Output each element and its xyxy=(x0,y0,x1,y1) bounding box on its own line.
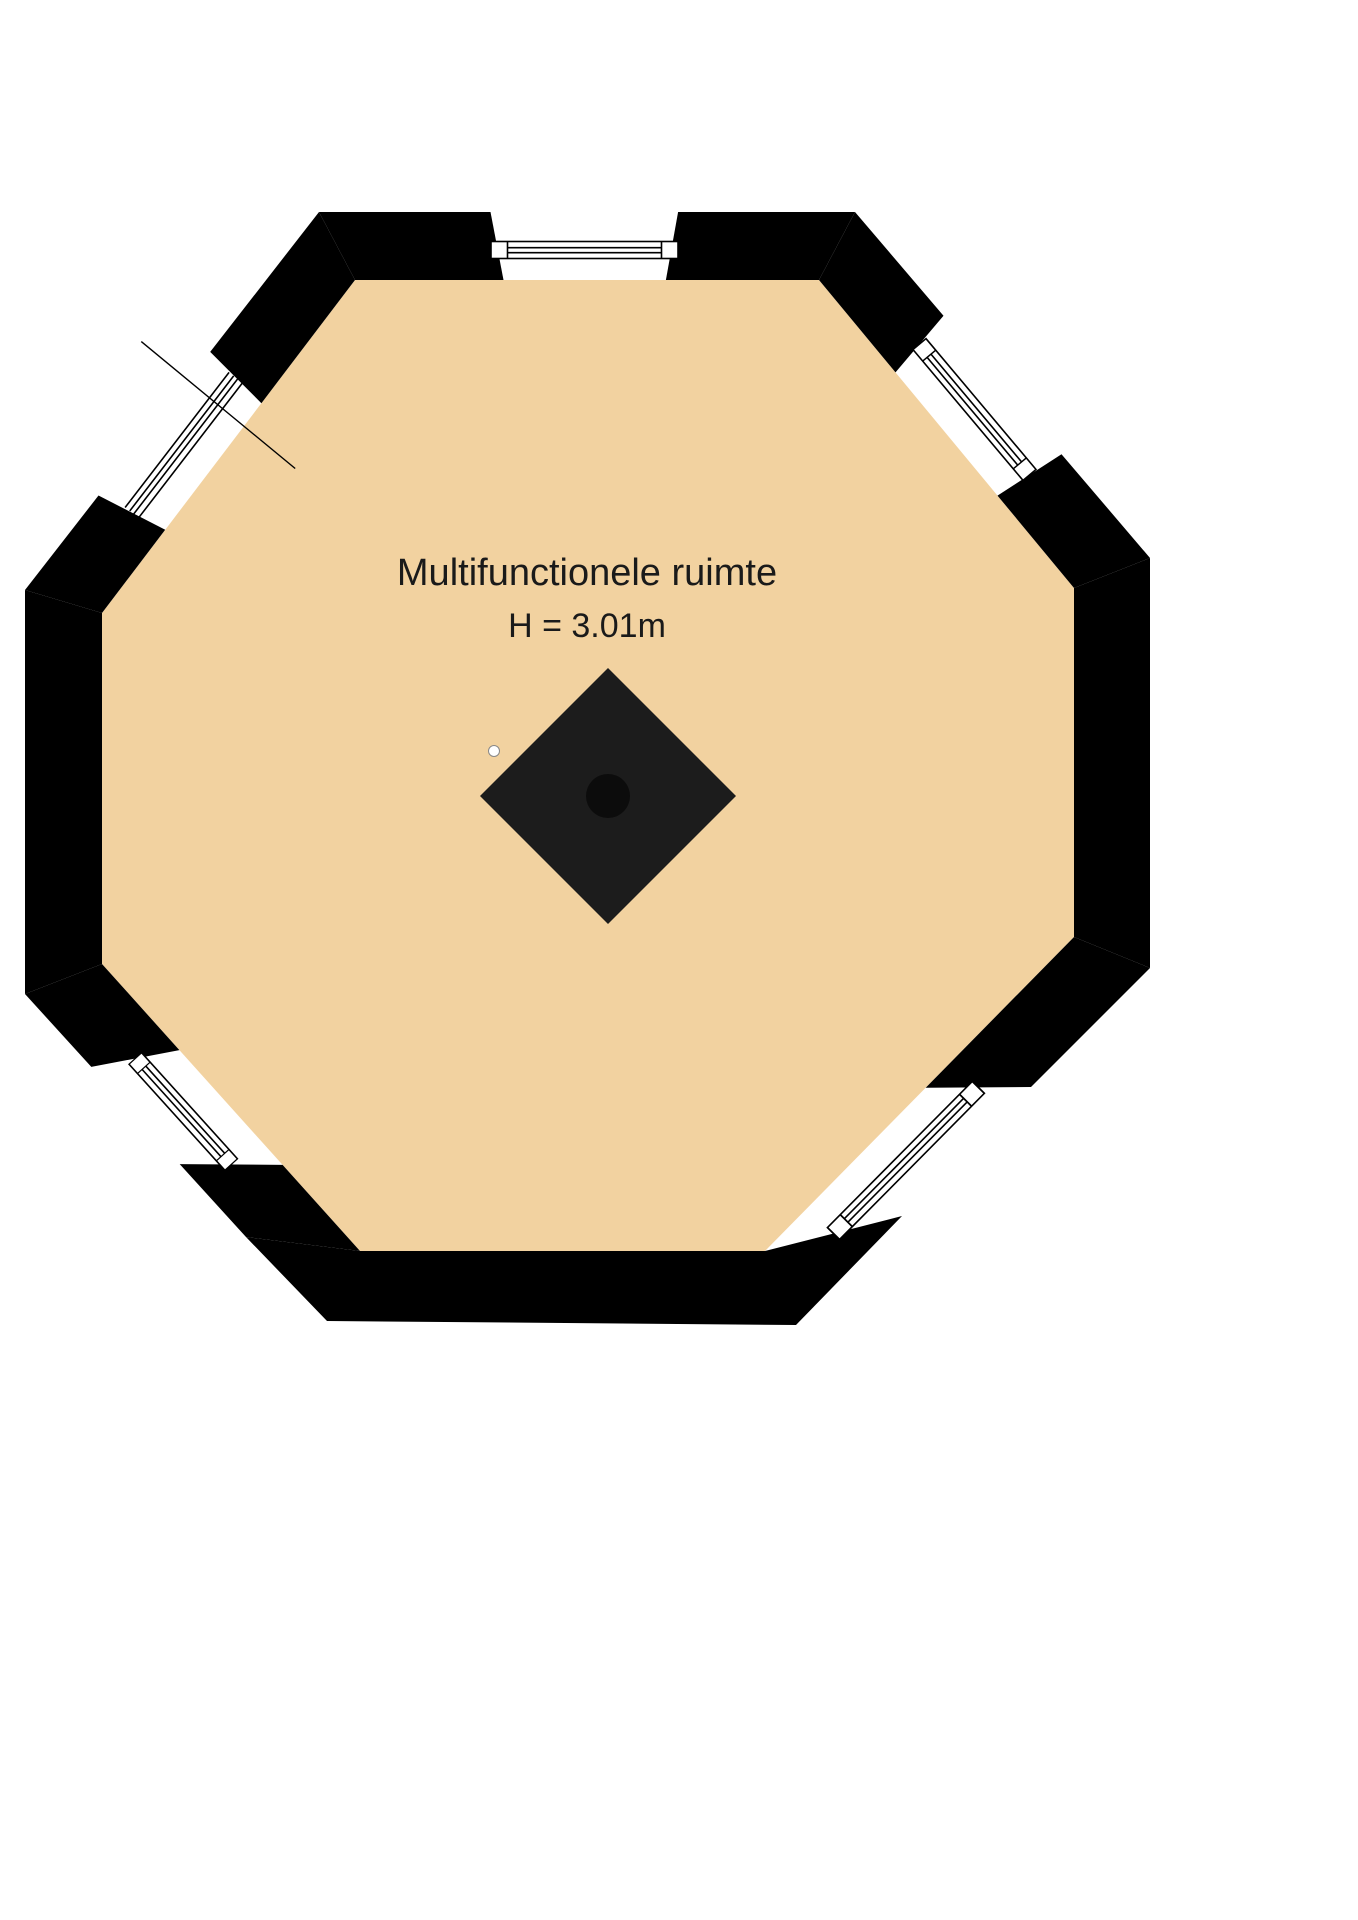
svg-text:Multifunctionele ruimte: Multifunctionele ruimte xyxy=(397,552,777,594)
svg-text:H = 3.01m: H = 3.01m xyxy=(508,607,666,645)
